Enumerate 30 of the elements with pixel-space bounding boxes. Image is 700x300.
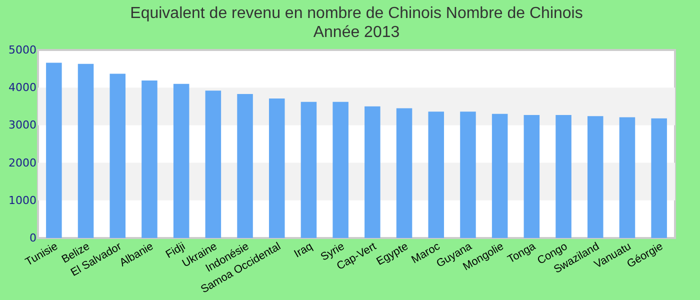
y-tick-label: 5000 <box>8 44 36 56</box>
bar <box>619 117 636 238</box>
y-tick-label: 4000 <box>8 81 36 94</box>
bar <box>110 74 126 238</box>
bar <box>524 115 540 238</box>
y-tick-label: 1000 <box>8 194 36 207</box>
y-tick-label: 2000 <box>8 156 36 170</box>
bar <box>205 90 222 238</box>
bar <box>587 116 604 238</box>
x-tick-label: Tonga <box>506 240 538 266</box>
bar <box>332 102 348 238</box>
bar <box>142 80 158 238</box>
bar <box>428 112 444 238</box>
bar <box>268 98 285 238</box>
bar <box>556 115 572 238</box>
bar <box>46 62 62 238</box>
bar <box>237 94 253 238</box>
y-tick-label: 3000 <box>8 118 36 132</box>
y-tick-label: 0 <box>30 232 36 244</box>
chart-subtitle: Année 2013 <box>313 24 400 41</box>
bar <box>396 108 412 238</box>
bar <box>460 112 476 238</box>
chart-title: Equivalent de revenu en nombre de Chinois Nombre de Chinois <box>130 5 583 22</box>
bar <box>78 64 94 238</box>
x-tick-label: Iraq <box>292 240 315 260</box>
bar <box>300 102 317 238</box>
bar <box>173 84 190 238</box>
bar <box>492 114 508 238</box>
bar <box>364 106 380 238</box>
bar <box>651 118 667 238</box>
